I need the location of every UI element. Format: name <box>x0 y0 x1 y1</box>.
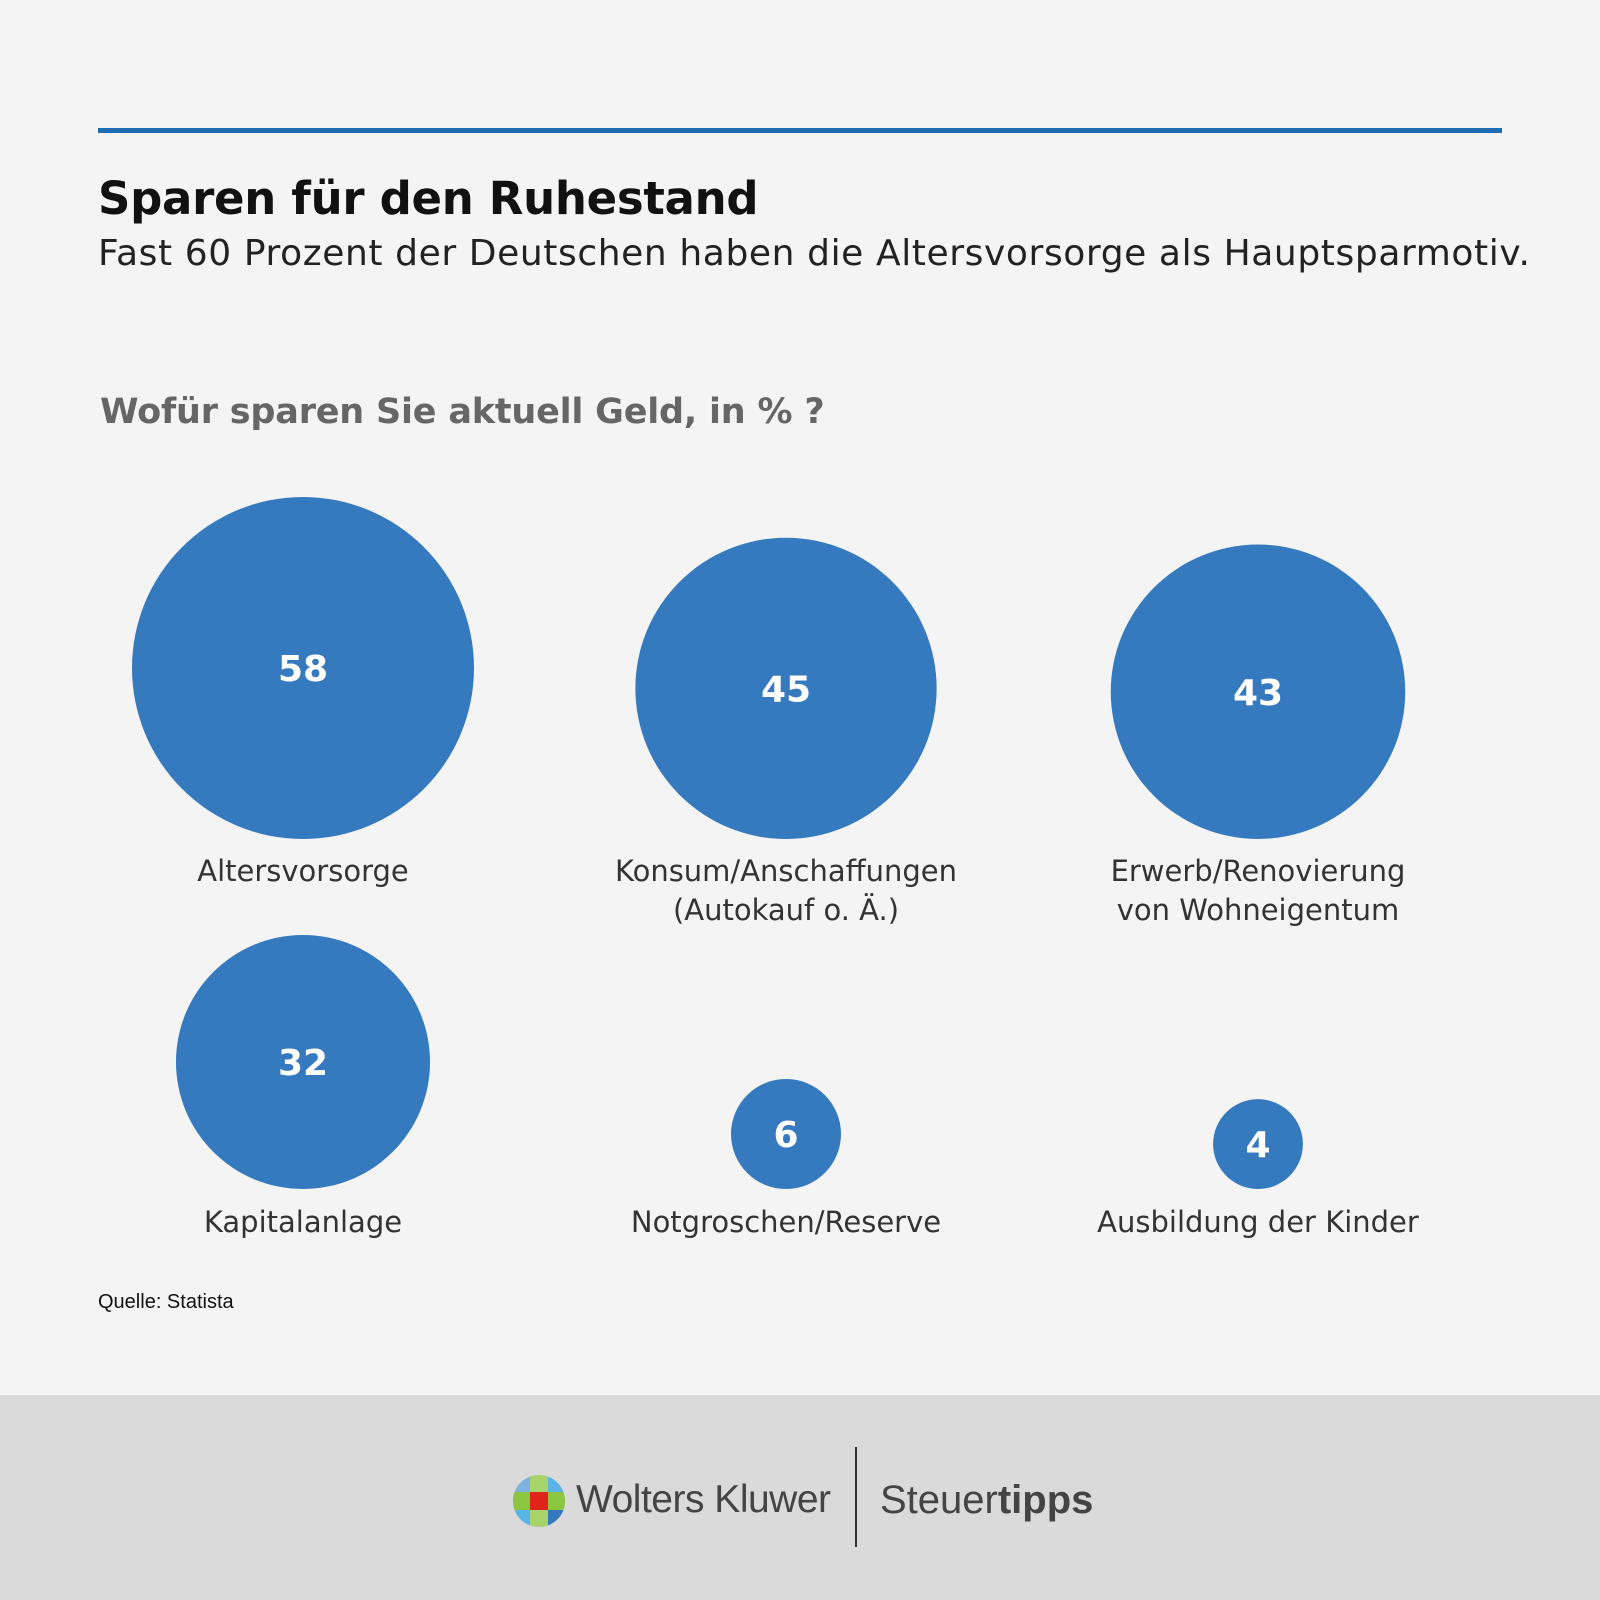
bubble-label-erwerb-renovierung-line-1: Erwerb/Renovierung <box>1111 854 1406 888</box>
source-note: Quelle: Statista <box>98 1291 234 1313</box>
footer <box>0 1395 1600 1600</box>
wolters-kluwer-logo-icon <box>513 1475 565 1527</box>
wolters-kluwer-logo-text: Wolters Kluwer <box>576 1478 831 1521</box>
bubble-erwerb-renovierung <box>1110 544 1406 839</box>
bubble-value-ausbildung-der-kinder: 4 <box>1245 1125 1270 1166</box>
bubble-label-erwerb-renovierung-line-2: von Wohneigentum <box>1117 893 1400 927</box>
bubble-konsum-anschaffungen <box>635 537 937 839</box>
bubble-value-konsum-anschaffungen: 45 <box>761 669 811 710</box>
bubble-label-kapitalanlage-line-1: Kapitalanlage <box>204 1205 402 1239</box>
bubble-label-konsum-anschaffungen-line-2: (Autokauf o. Ä.) <box>673 893 899 927</box>
steuertipps-light: Steuer <box>880 1478 998 1522</box>
page-subtitle: Fast 60 Prozent der Deutschen haben die … <box>98 233 1531 274</box>
bubble-label-notgroschen-reserve-line-1: Notgroschen/Reserve <box>631 1205 941 1239</box>
bubble-ausbildung-der-kinder <box>1213 1099 1303 1189</box>
bubble-label-konsum-anschaffungen-line-1: Konsum/Anschaffungen <box>615 854 957 888</box>
top-rule <box>98 128 1502 133</box>
footer-divider <box>855 1447 857 1547</box>
page-title: Sparen für den Ruhestand <box>98 172 759 225</box>
bubble-notgroschen-reserve <box>731 1079 841 1189</box>
bubble-label-altersvorsorge-line-1: Altersvorsorge <box>197 854 408 888</box>
steuertipps-logo-text: Steuertipps <box>880 1478 1093 1523</box>
bubble-value-notgroschen-reserve: 6 <box>773 1115 798 1156</box>
bubble-kapitalanlage <box>175 934 431 1189</box>
bubble-label-ausbildung-der-kinder-line-1: Ausbildung der Kinder <box>1097 1205 1419 1239</box>
bubble-chart: 58 Altersvorsorge 45 Konsum/Anschaffungen (A… <box>132 497 1419 1239</box>
bubble-altersvorsorge <box>132 497 474 839</box>
chart-title: Wofür sparen Sie aktuell Geld, in % ? <box>100 392 825 432</box>
bubble-value-kapitalanlage: 32 <box>278 1043 328 1084</box>
bubble-value-erwerb-renovierung: 43 <box>1233 673 1283 714</box>
bubble-value-altersvorsorge: 58 <box>278 649 328 690</box>
steuertipps-bold: tipps <box>997 1478 1094 1522</box>
